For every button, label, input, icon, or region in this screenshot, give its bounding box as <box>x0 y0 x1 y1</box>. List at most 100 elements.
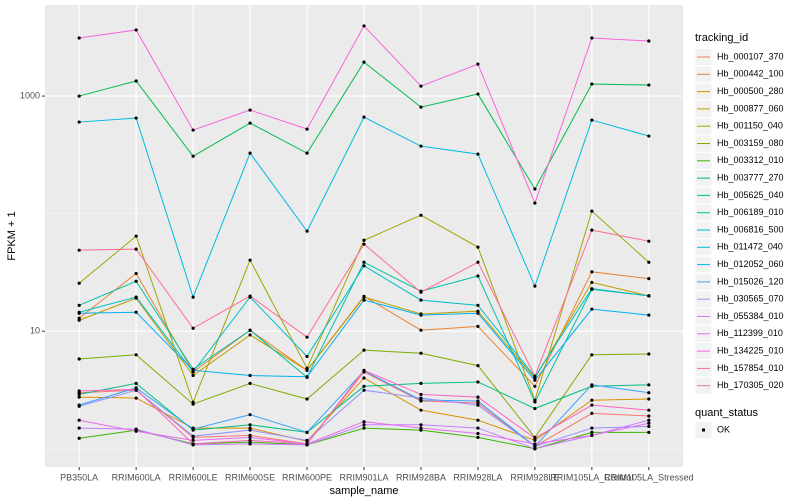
data-point <box>533 406 537 411</box>
x-tick-label: PB350LA <box>60 472 98 482</box>
data-point <box>248 373 252 378</box>
data-point <box>647 421 651 425</box>
data-point <box>248 442 252 446</box>
data-point <box>248 294 252 298</box>
data-point <box>134 310 138 314</box>
data-point <box>248 423 252 427</box>
data-point <box>77 94 81 98</box>
data-point <box>590 270 594 274</box>
data-point <box>134 247 138 251</box>
data-point <box>134 295 138 299</box>
legend-label: Hb_011472_040 <box>717 242 783 252</box>
data-point <box>77 426 81 430</box>
data-point <box>134 279 138 283</box>
data-point <box>305 375 309 379</box>
data-point <box>248 435 252 439</box>
legend-label: Hb_055384_010 <box>717 311 784 321</box>
data-point <box>134 28 138 32</box>
legend-label: Hb_006816_500 <box>717 224 784 234</box>
data-point <box>362 423 366 427</box>
x-tick-label: RRIM600LA <box>112 472 161 482</box>
data-point <box>134 116 138 120</box>
data-point <box>590 411 594 415</box>
data-point <box>248 428 252 432</box>
data-point <box>419 298 423 302</box>
data-point <box>533 384 537 388</box>
data-point <box>647 397 651 401</box>
data-point <box>305 335 309 339</box>
data-point <box>476 311 480 315</box>
data-point <box>476 435 480 439</box>
data-point <box>134 387 138 391</box>
data-point <box>419 213 423 217</box>
data-point <box>362 420 366 424</box>
shape-legend-title: quant_status <box>695 407 758 419</box>
data-point <box>647 418 651 422</box>
data-point <box>248 413 252 417</box>
data-point <box>191 368 195 372</box>
x-axis-title: sample_name <box>329 485 398 497</box>
legend-label: Hb_030565_070 <box>717 294 784 304</box>
x-tick-label: RRIM901LA <box>339 472 388 482</box>
data-point <box>191 128 195 132</box>
data-point <box>647 414 651 418</box>
data-point <box>476 363 480 368</box>
data-point <box>533 442 537 446</box>
data-point <box>362 426 366 430</box>
data-point <box>476 152 480 156</box>
data-point <box>419 328 423 332</box>
data-point <box>134 79 138 83</box>
x-tick-label: RRIM600PE <box>282 472 332 482</box>
data-point <box>305 229 309 233</box>
data-point <box>590 398 594 402</box>
legend-label: Hb_000442_100 <box>717 69 784 79</box>
data-point <box>362 368 366 372</box>
data-point <box>77 392 81 397</box>
data-point <box>419 313 423 317</box>
data-point <box>77 389 81 393</box>
data-point <box>590 280 594 285</box>
data-point <box>77 36 81 40</box>
data-point <box>134 353 138 357</box>
data-point <box>191 326 195 330</box>
x-tick-label: RRIM928LA <box>453 472 502 482</box>
data-point <box>134 271 138 276</box>
data-point <box>362 388 366 392</box>
data-point <box>647 39 651 43</box>
data-point <box>647 277 651 281</box>
data-point <box>647 239 651 243</box>
data-point <box>248 381 252 385</box>
data-point <box>419 396 423 400</box>
data-point <box>77 120 81 124</box>
legend-label: Hb_112399_010 <box>717 328 783 338</box>
data-point <box>533 444 537 448</box>
legend-label: Hb_000877_060 <box>717 103 784 113</box>
data-point <box>419 381 423 385</box>
data-point <box>419 423 423 427</box>
legend-label: Hb_170305_020 <box>717 380 784 390</box>
data-point <box>77 436 81 440</box>
data-point <box>191 427 195 431</box>
data-point <box>77 357 81 361</box>
data-point <box>590 287 594 291</box>
data-point <box>77 248 81 252</box>
data-point <box>191 295 195 299</box>
data-point <box>134 429 138 433</box>
data-point <box>248 121 252 125</box>
legend-label: Hb_000107_370 <box>717 51 784 61</box>
data-point <box>77 418 81 422</box>
data-point <box>476 274 480 278</box>
data-point <box>476 418 480 422</box>
data-point <box>77 404 81 408</box>
data-point <box>476 303 480 307</box>
x-tick-label: RRIM928LE <box>510 472 559 482</box>
data-point <box>362 295 366 299</box>
data-point <box>77 281 81 285</box>
data-point <box>590 383 594 387</box>
data-point <box>419 290 423 294</box>
legend-label: OK <box>717 424 730 434</box>
data-point <box>191 442 195 446</box>
x-tick-label: RRIM600LE <box>169 472 218 482</box>
data-point <box>647 134 651 138</box>
